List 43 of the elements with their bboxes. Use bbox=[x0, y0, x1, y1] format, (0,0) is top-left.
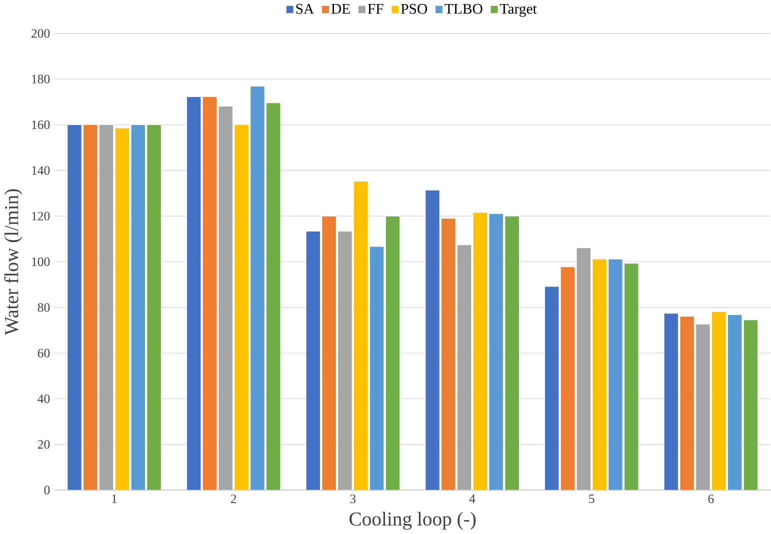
legend-label: Target bbox=[500, 4, 537, 17]
bar bbox=[504, 216, 520, 490]
bar bbox=[624, 263, 639, 490]
y-tick-label: 40 bbox=[38, 394, 50, 404]
y-tick-label: 180 bbox=[32, 74, 50, 84]
bar bbox=[560, 266, 576, 490]
bar bbox=[664, 313, 679, 490]
x-tick-label: 6 bbox=[708, 494, 714, 504]
bar bbox=[743, 319, 758, 490]
legend-label: PSO bbox=[401, 4, 428, 14]
x-tick-label: 4 bbox=[469, 494, 476, 503]
bar bbox=[306, 230, 321, 490]
bar bbox=[67, 124, 82, 490]
y-tick-label: 0 bbox=[44, 486, 50, 494]
bar bbox=[146, 124, 162, 490]
x-tick-label: 3 bbox=[350, 494, 356, 504]
x-tick-label: 5 bbox=[589, 494, 594, 504]
x-axis-title: Cooling loop (-) bbox=[350, 512, 476, 530]
bar bbox=[322, 216, 337, 490]
legend-label: DE bbox=[331, 4, 350, 14]
y-tick-label: 200 bbox=[32, 29, 50, 38]
legend-label: TLBO bbox=[444, 4, 482, 14]
y-tick-label: 80 bbox=[38, 303, 50, 312]
y-tick-label: 20 bbox=[38, 440, 50, 449]
bar bbox=[82, 124, 98, 490]
y-axis-title: Water flow (l/min) bbox=[4, 189, 22, 336]
y-tick-label: 120 bbox=[32, 212, 50, 220]
bar bbox=[680, 316, 695, 490]
bar bbox=[202, 96, 218, 490]
legend-label: FF bbox=[368, 4, 384, 14]
bar bbox=[425, 190, 440, 490]
legend-label: SA bbox=[296, 4, 314, 14]
bar bbox=[186, 96, 202, 490]
bar bbox=[440, 218, 456, 490]
bar bbox=[385, 216, 400, 490]
bar bbox=[544, 286, 560, 490]
y-tick-label: 100 bbox=[32, 257, 50, 266]
bar bbox=[266, 102, 281, 490]
y-tick-label: 140 bbox=[32, 166, 50, 175]
y-tick-label: 160 bbox=[32, 120, 50, 130]
x-tick-label: 2 bbox=[230, 494, 236, 504]
x-tick-label: 1 bbox=[112, 494, 117, 503]
y-tick-label: 60 bbox=[38, 348, 50, 358]
